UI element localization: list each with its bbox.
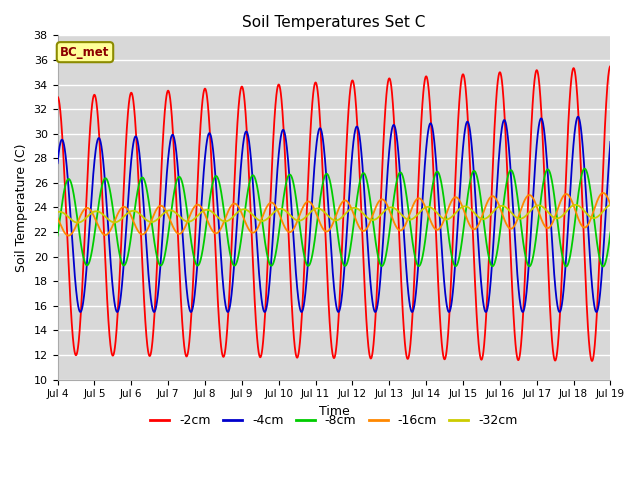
Title: Soil Temperatures Set C: Soil Temperatures Set C bbox=[243, 15, 426, 30]
Text: BC_met: BC_met bbox=[60, 46, 109, 59]
Legend: -2cm, -4cm, -8cm, -16cm, -32cm: -2cm, -4cm, -8cm, -16cm, -32cm bbox=[145, 409, 522, 432]
X-axis label: Time: Time bbox=[319, 405, 349, 418]
Y-axis label: Soil Temperature (C): Soil Temperature (C) bbox=[15, 143, 28, 272]
